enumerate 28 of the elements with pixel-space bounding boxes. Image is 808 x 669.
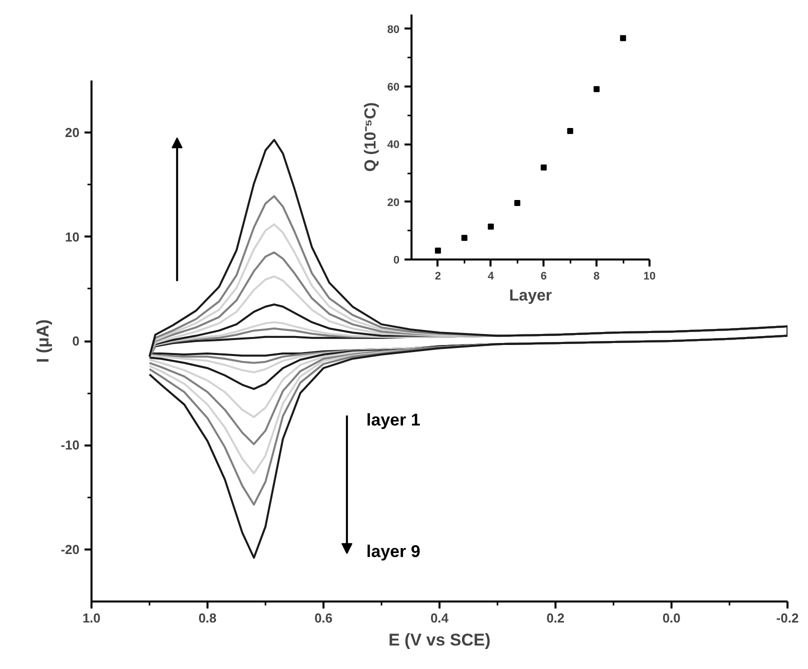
x-tick-label: 1.0 — [82, 610, 101, 626]
x-tick-label: 0.6 — [314, 610, 333, 626]
annotation: layer 9 — [366, 542, 420, 561]
x-tick-label: 8 — [594, 270, 600, 282]
x-tick-label: 0.4 — [430, 610, 450, 626]
y-axis-title: I (μA) — [34, 319, 53, 363]
y-tick-label: 20 — [65, 125, 80, 140]
y-axis-title: Q (10⁻⁵C) — [362, 102, 380, 172]
y-tick-label: 20 — [387, 196, 400, 209]
x-tick-label: 4 — [488, 270, 495, 282]
x-axis-title: Layer — [509, 288, 552, 304]
y-tick-label: 60 — [387, 82, 400, 94]
y-tick-label: 10 — [65, 229, 80, 244]
x-tick-label: -0.2 — [776, 610, 799, 626]
x-tick-label: 6 — [540, 270, 547, 282]
annotation: layer 1 — [366, 410, 420, 430]
x-tick-label: 0.0 — [662, 610, 681, 626]
x-tick-label: 0.8 — [198, 610, 217, 626]
x-tick-label: 0.2 — [546, 610, 565, 626]
y-tick-label: -20 — [60, 542, 80, 557]
y-tick-label: -10 — [60, 438, 80, 453]
y-tick-label: 0 — [393, 254, 400, 266]
x-tick-label: 2 — [434, 270, 442, 282]
x-tick-label: 10 — [643, 270, 656, 282]
y-tick-label: 40 — [387, 139, 400, 152]
y-tick-label: 0 — [72, 334, 80, 348]
y-tick-label: 80 — [387, 24, 400, 36]
x-axis-title: E (V vs SCE) — [388, 630, 491, 650]
